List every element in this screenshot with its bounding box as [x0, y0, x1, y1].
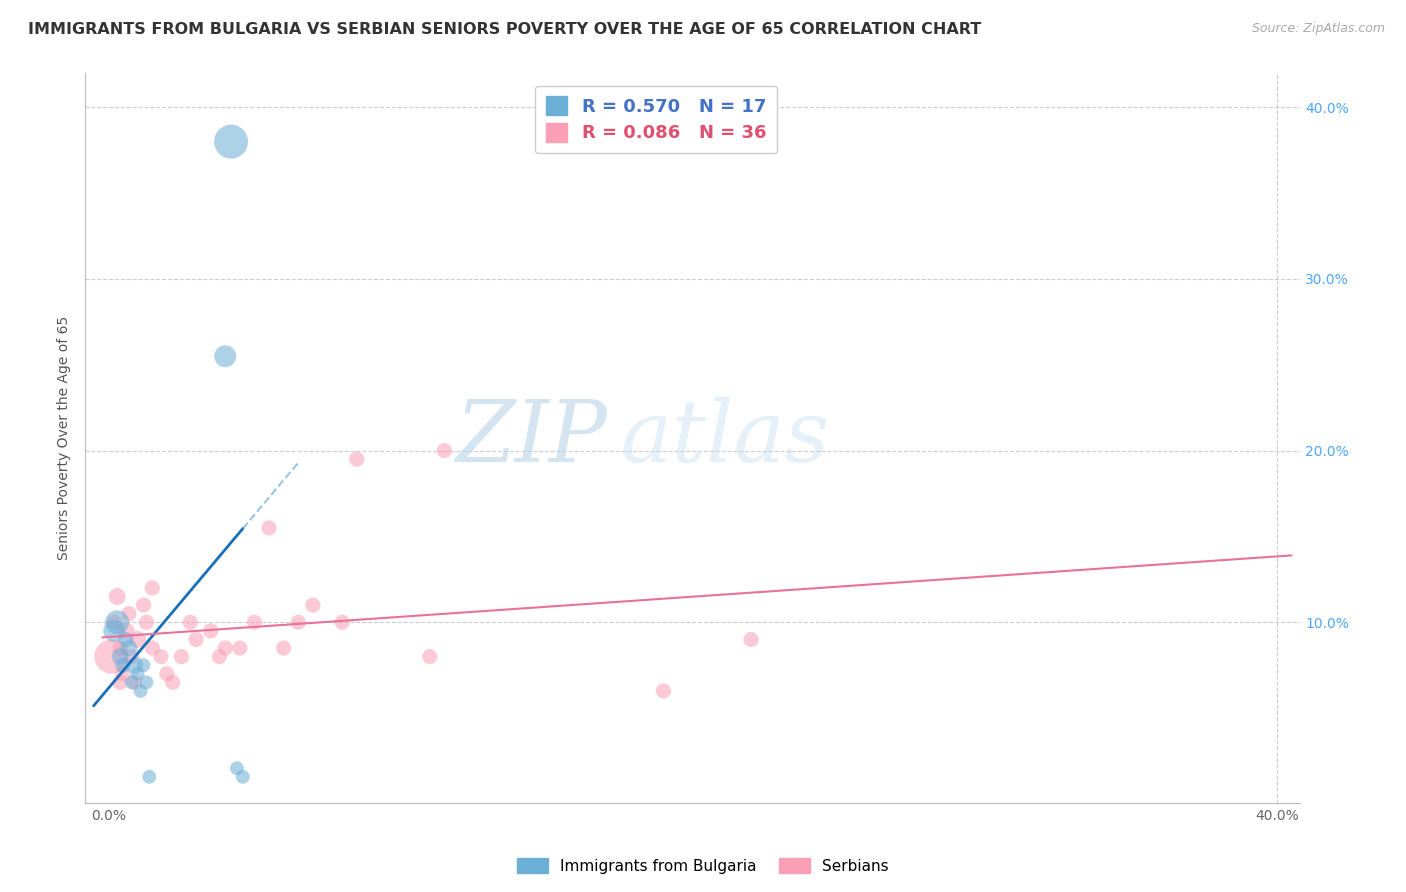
Y-axis label: Seniors Poverty Over the Age of 65: Seniors Poverty Over the Age of 65 — [58, 316, 72, 560]
Point — [100, 649, 122, 664]
Point — [124, 675, 146, 690]
Point — [226, 761, 249, 775]
Point — [118, 607, 141, 621]
Point — [132, 598, 155, 612]
Point — [135, 675, 157, 690]
Legend: R = 0.570   N = 17, R = 0.086   N = 36: R = 0.570 N = 17, R = 0.086 N = 36 — [536, 86, 778, 153]
Point — [214, 349, 236, 363]
Point — [127, 666, 149, 681]
Point — [346, 452, 368, 467]
Point — [141, 641, 163, 656]
Text: IMMIGRANTS FROM BULGARIA VS SERBIAN SENIORS POVERTY OVER THE AGE OF 65 CORRELATI: IMMIGRANTS FROM BULGARIA VS SERBIAN SENI… — [28, 22, 981, 37]
Point — [141, 581, 163, 595]
Point — [150, 649, 173, 664]
Point — [219, 135, 242, 149]
Point — [287, 615, 309, 630]
Point — [108, 675, 131, 690]
Point — [103, 624, 125, 638]
Point — [184, 632, 207, 647]
Point — [243, 615, 266, 630]
Legend: Immigrants from Bulgaria, Serbians: Immigrants from Bulgaria, Serbians — [512, 852, 894, 880]
Point — [433, 443, 456, 458]
Text: ZIP: ZIP — [456, 396, 607, 479]
Point — [108, 649, 131, 664]
Point — [103, 615, 125, 630]
Point — [105, 615, 128, 630]
Point — [115, 624, 138, 638]
Point — [229, 641, 252, 656]
Point — [419, 649, 441, 664]
Point — [257, 521, 280, 535]
Point — [652, 684, 675, 698]
Text: Source: ZipAtlas.com: Source: ZipAtlas.com — [1251, 22, 1385, 36]
Point — [124, 658, 146, 673]
Point — [208, 649, 231, 664]
Point — [118, 641, 141, 656]
Point — [330, 615, 353, 630]
Point — [129, 684, 152, 698]
Text: atlas: atlas — [620, 396, 828, 479]
Point — [127, 632, 149, 647]
Point — [138, 770, 160, 784]
Point — [214, 641, 236, 656]
Point — [135, 615, 157, 630]
Point — [179, 615, 201, 630]
Point — [302, 598, 325, 612]
Point — [273, 641, 295, 656]
Point — [112, 666, 135, 681]
Point — [105, 590, 128, 604]
Point — [121, 649, 143, 664]
Point — [132, 658, 155, 673]
Point — [156, 666, 179, 681]
Point — [232, 770, 254, 784]
Point — [740, 632, 762, 647]
Point — [108, 641, 131, 656]
Point — [121, 675, 143, 690]
Point — [115, 632, 138, 647]
Point — [200, 624, 222, 638]
Point — [112, 658, 135, 673]
Point — [170, 649, 193, 664]
Point — [162, 675, 184, 690]
